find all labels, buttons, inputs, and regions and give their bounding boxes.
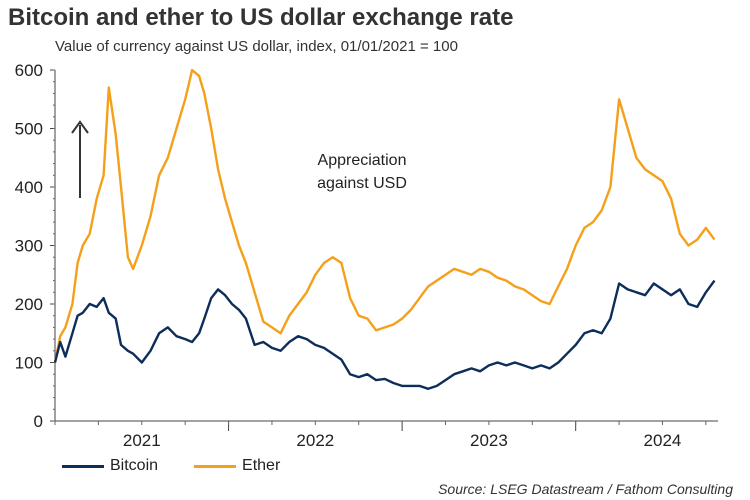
x-tick-label: 2022 (296, 431, 334, 450)
x-tick-label: 2024 (644, 431, 682, 450)
annotation-line-2: against USD (317, 175, 407, 192)
y-tick-label: 400 (15, 178, 43, 197)
y-tick-label: 500 (15, 120, 43, 139)
legend-label-bitcoin: Bitcoin (110, 457, 159, 474)
y-tick-label: 100 (15, 354, 43, 373)
y-tick-label: 0 (34, 412, 43, 431)
axes: 0 100 200 300 400 500 600 2021 2022 2023 2024 (15, 61, 718, 450)
x-tick-label: 2021 (123, 431, 161, 450)
y-tick-label: 600 (15, 61, 43, 80)
series-line-ether (53, 68, 716, 363)
legend-swatch-bitcoin (62, 464, 104, 468)
annotation: Appreciation against USD (71, 120, 407, 198)
legend: Bitcoin Ether (62, 457, 316, 475)
legend-item-bitcoin: Bitcoin (62, 457, 158, 475)
series-layer (53, 68, 716, 390)
x-tick-label: 2023 (470, 431, 508, 450)
legend-label-ether: Ether (242, 457, 281, 474)
y-tick-label: 200 (15, 295, 43, 314)
chart-subtitle: Value of currency against US dollar, ind… (55, 38, 458, 55)
series-line-bitcoin (53, 279, 716, 390)
annotation-line-1: Appreciation (318, 152, 407, 169)
source-note: Source: LSEG Datastream / Fathom Consult… (438, 481, 733, 497)
y-tick-label: 300 (15, 237, 43, 256)
chart-title: Bitcoin and ether to US dollar exchange … (8, 4, 514, 31)
legend-item-ether: Ether (194, 457, 280, 475)
legend-swatch-ether (194, 464, 237, 468)
appreciation-arrowhead-icon (71, 120, 89, 134)
